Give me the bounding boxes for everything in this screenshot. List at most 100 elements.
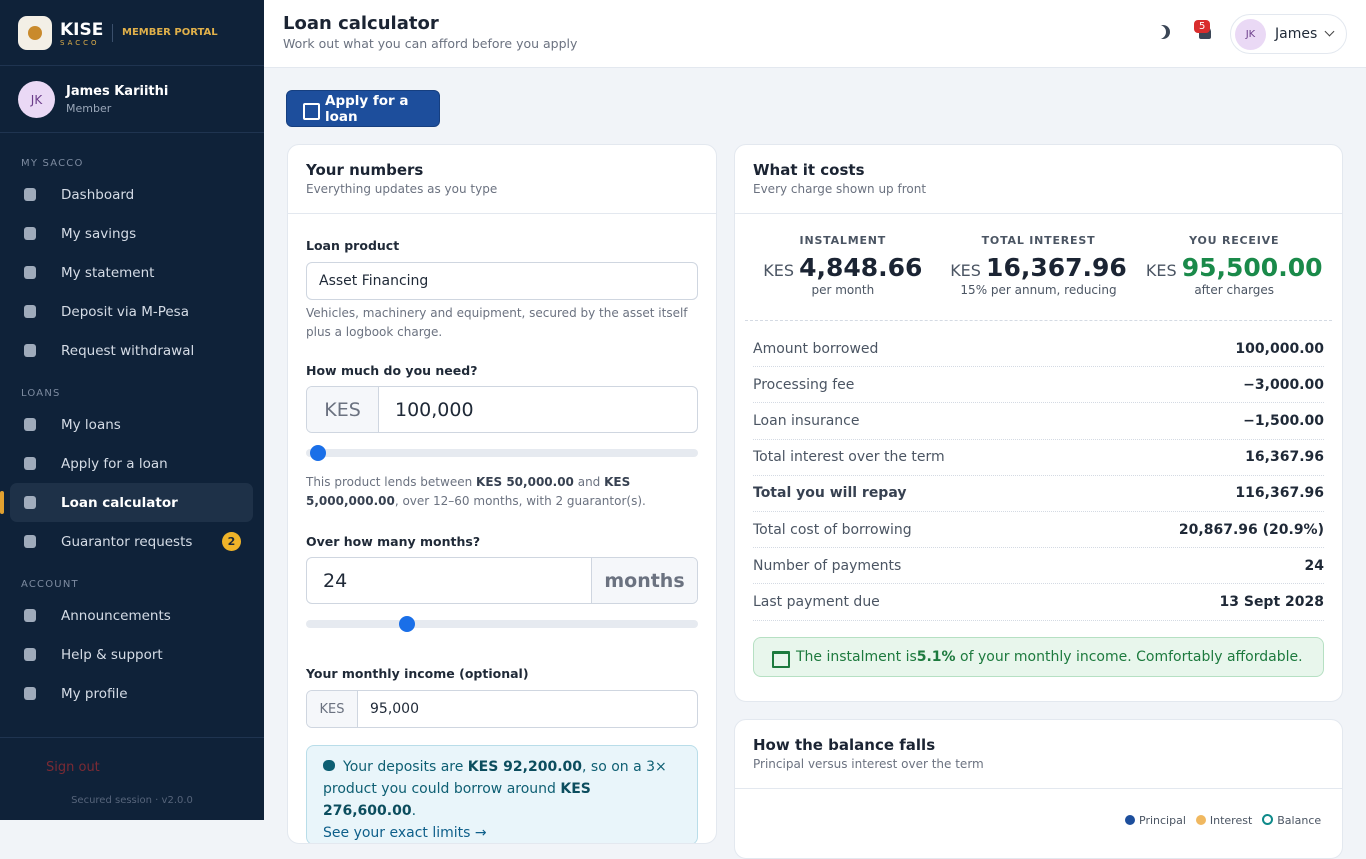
nav-heading: ACCOUNT <box>21 579 79 590</box>
card-title: How the balance falls <box>753 736 936 754</box>
row-label: Total interest over the term <box>753 449 945 466</box>
portal-label: MEMBER PORTAL <box>122 27 218 38</box>
stat-label: INSTALMENT <box>799 234 887 247</box>
nav-item[interactable]: My savings <box>10 214 253 253</box>
theme-toggle[interactable] <box>1156 25 1170 39</box>
row-value: 24 <box>1304 557 1324 574</box>
nav-item[interactable]: Help & support <box>10 635 253 674</box>
value: 100,000 <box>395 398 474 421</box>
stat-note: 15% per annum, reducing <box>960 283 1117 297</box>
range-help: This product lends between KES 50,000.00… <box>306 473 698 511</box>
months-slider[interactable] <box>306 616 698 632</box>
row-value: 116,367.96 <box>1235 485 1324 502</box>
link[interactable]: See your exact limits → <box>323 825 487 841</box>
stat-value-line: KES 16,367.96 <box>941 253 1137 282</box>
slider-thumb[interactable] <box>399 616 415 632</box>
label: Over how many months? <box>306 534 481 549</box>
nav-item[interactable]: Dashboard <box>10 175 253 214</box>
stat: TOTAL INTEREST KES 16,367.96 15% per annum… <box>941 214 1137 320</box>
legend-item: Principal <box>1125 814 1186 827</box>
separator <box>112 24 113 42</box>
nav-item[interactable]: Announcements <box>10 596 253 635</box>
stat: INSTALMENT KES 4,848.66 per month <box>745 214 941 320</box>
apply-button[interactable]: Apply for a loan <box>286 90 440 127</box>
stat-value-line: KES 95,500.00 <box>1136 253 1332 282</box>
cost-row: Last payment due 13 Sept 2028 <box>753 584 1325 621</box>
text: 5.1% <box>916 648 956 665</box>
stat-note: per month <box>811 283 875 297</box>
label: How much do you need? <box>306 363 478 378</box>
row-value: −1,500.00 <box>1243 412 1324 429</box>
slider-thumb[interactable] <box>310 445 326 461</box>
nav-item[interactable]: Apply for a loan <box>10 444 253 483</box>
text: This product lends between <box>306 475 477 489</box>
stat-label: YOU RECEIVE <box>1189 234 1280 247</box>
nav-label: Dashboard <box>61 186 135 203</box>
nav-item[interactable]: My loans <box>10 405 253 444</box>
suffix: months <box>591 558 697 603</box>
nav-item[interactable]: Deposit via M-Pesa <box>10 292 253 331</box>
income-input[interactable]: KES 95,000 <box>306 690 698 728</box>
cost-row: Loan insurance −1,500.00 <box>753 403 1324 440</box>
nav-label: My loans <box>61 416 121 433</box>
text: KES 92,200.00 <box>467 759 582 775</box>
legend-item: Balance <box>1262 814 1321 827</box>
text: and <box>573 475 605 489</box>
notification-count: 5 <box>1194 20 1211 33</box>
user-name: James Kariithi <box>66 84 169 99</box>
row-value: 100,000.00 <box>1235 340 1324 357</box>
row-label: Amount borrowed <box>753 340 879 357</box>
deposit-note: Your deposits are KES 92,200.00, so on a… <box>306 745 698 843</box>
affordability: The instalment is 5.1% of your monthly i… <box>753 636 1324 677</box>
stat-note: after charges <box>1194 283 1275 297</box>
row-value: 20,867.96 (20.9%) <box>1178 521 1324 538</box>
card-subtitle: Everything updates as you type <box>306 182 498 196</box>
nav-label: My profile <box>61 685 128 702</box>
nav-label: Request withdrawal <box>61 342 195 359</box>
nav-item[interactable]: Guarantor requests 2 <box>10 522 253 561</box>
nav-label: Guarantor requests <box>61 533 193 550</box>
text: KES 5,000,000.00 <box>306 475 631 508</box>
row-label: Processing fee <box>753 376 855 393</box>
prefix: KES <box>307 387 379 432</box>
row-label: Loan insurance <box>753 412 860 429</box>
nav-item[interactable]: My profile <box>10 674 253 713</box>
stat-value: 95,500.00 <box>1181 253 1323 282</box>
stat-label: TOTAL INTEREST <box>981 234 1096 247</box>
sign-out[interactable]: Sign out <box>46 760 100 775</box>
page-subtitle: Work out what you can afford before you … <box>283 36 578 51</box>
costs-card: What it costs Every charge shown up front… <box>734 144 1343 702</box>
row-label: Last payment due <box>753 593 880 610</box>
card-title: Your numbers <box>306 161 424 179</box>
amount-slider[interactable] <box>306 445 698 461</box>
amount-input[interactable]: KES 100,000 <box>306 386 698 433</box>
brand-sub: SACCO <box>60 39 100 47</box>
months-input[interactable]: 24 months <box>306 557 698 604</box>
cost-row: Total interest over the term 16,367.96 <box>753 440 1324 476</box>
legend: Principal Interest Balance <box>1125 814 1321 827</box>
session: Secured session · v2.0.0 <box>71 795 193 806</box>
user-name: James <box>1275 26 1318 42</box>
nav-label: Announcements <box>61 607 171 624</box>
row-label: Total you will repay <box>753 485 907 502</box>
row-value: 13 Sept 2028 <box>1219 593 1325 610</box>
stat-value: 16,367.96 <box>986 253 1127 282</box>
nav-item[interactable]: Request withdrawal <box>10 331 253 370</box>
legend-item: Interest <box>1196 814 1252 827</box>
card-subtitle: Every charge shown up front <box>753 182 927 196</box>
nav-item[interactable]: My statement <box>10 253 253 292</box>
logo-icon <box>18 16 52 50</box>
currency: KES <box>763 261 794 280</box>
cost-rows: Amount borrowed 100,000.00 Processing fee −… <box>735 331 1342 621</box>
product-select[interactable]: Asset Financing <box>306 262 698 300</box>
nav-heading: LOANS <box>21 388 61 399</box>
user-menu[interactable]: JK James <box>1230 14 1347 54</box>
row-value: 16,367.96 <box>1245 449 1324 466</box>
nav-item[interactable]: Loan calculator <box>0 483 253 522</box>
nav-label: Deposit via M-Pesa <box>61 303 189 320</box>
card-title: What it costs <box>753 161 865 179</box>
sidebar-footer: Sign out Secured session · v2.0.0 <box>0 737 264 806</box>
icon <box>323 760 335 771</box>
cost-row: Processing fee −3,000.00 <box>753 367 1324 404</box>
text: . <box>411 803 417 819</box>
